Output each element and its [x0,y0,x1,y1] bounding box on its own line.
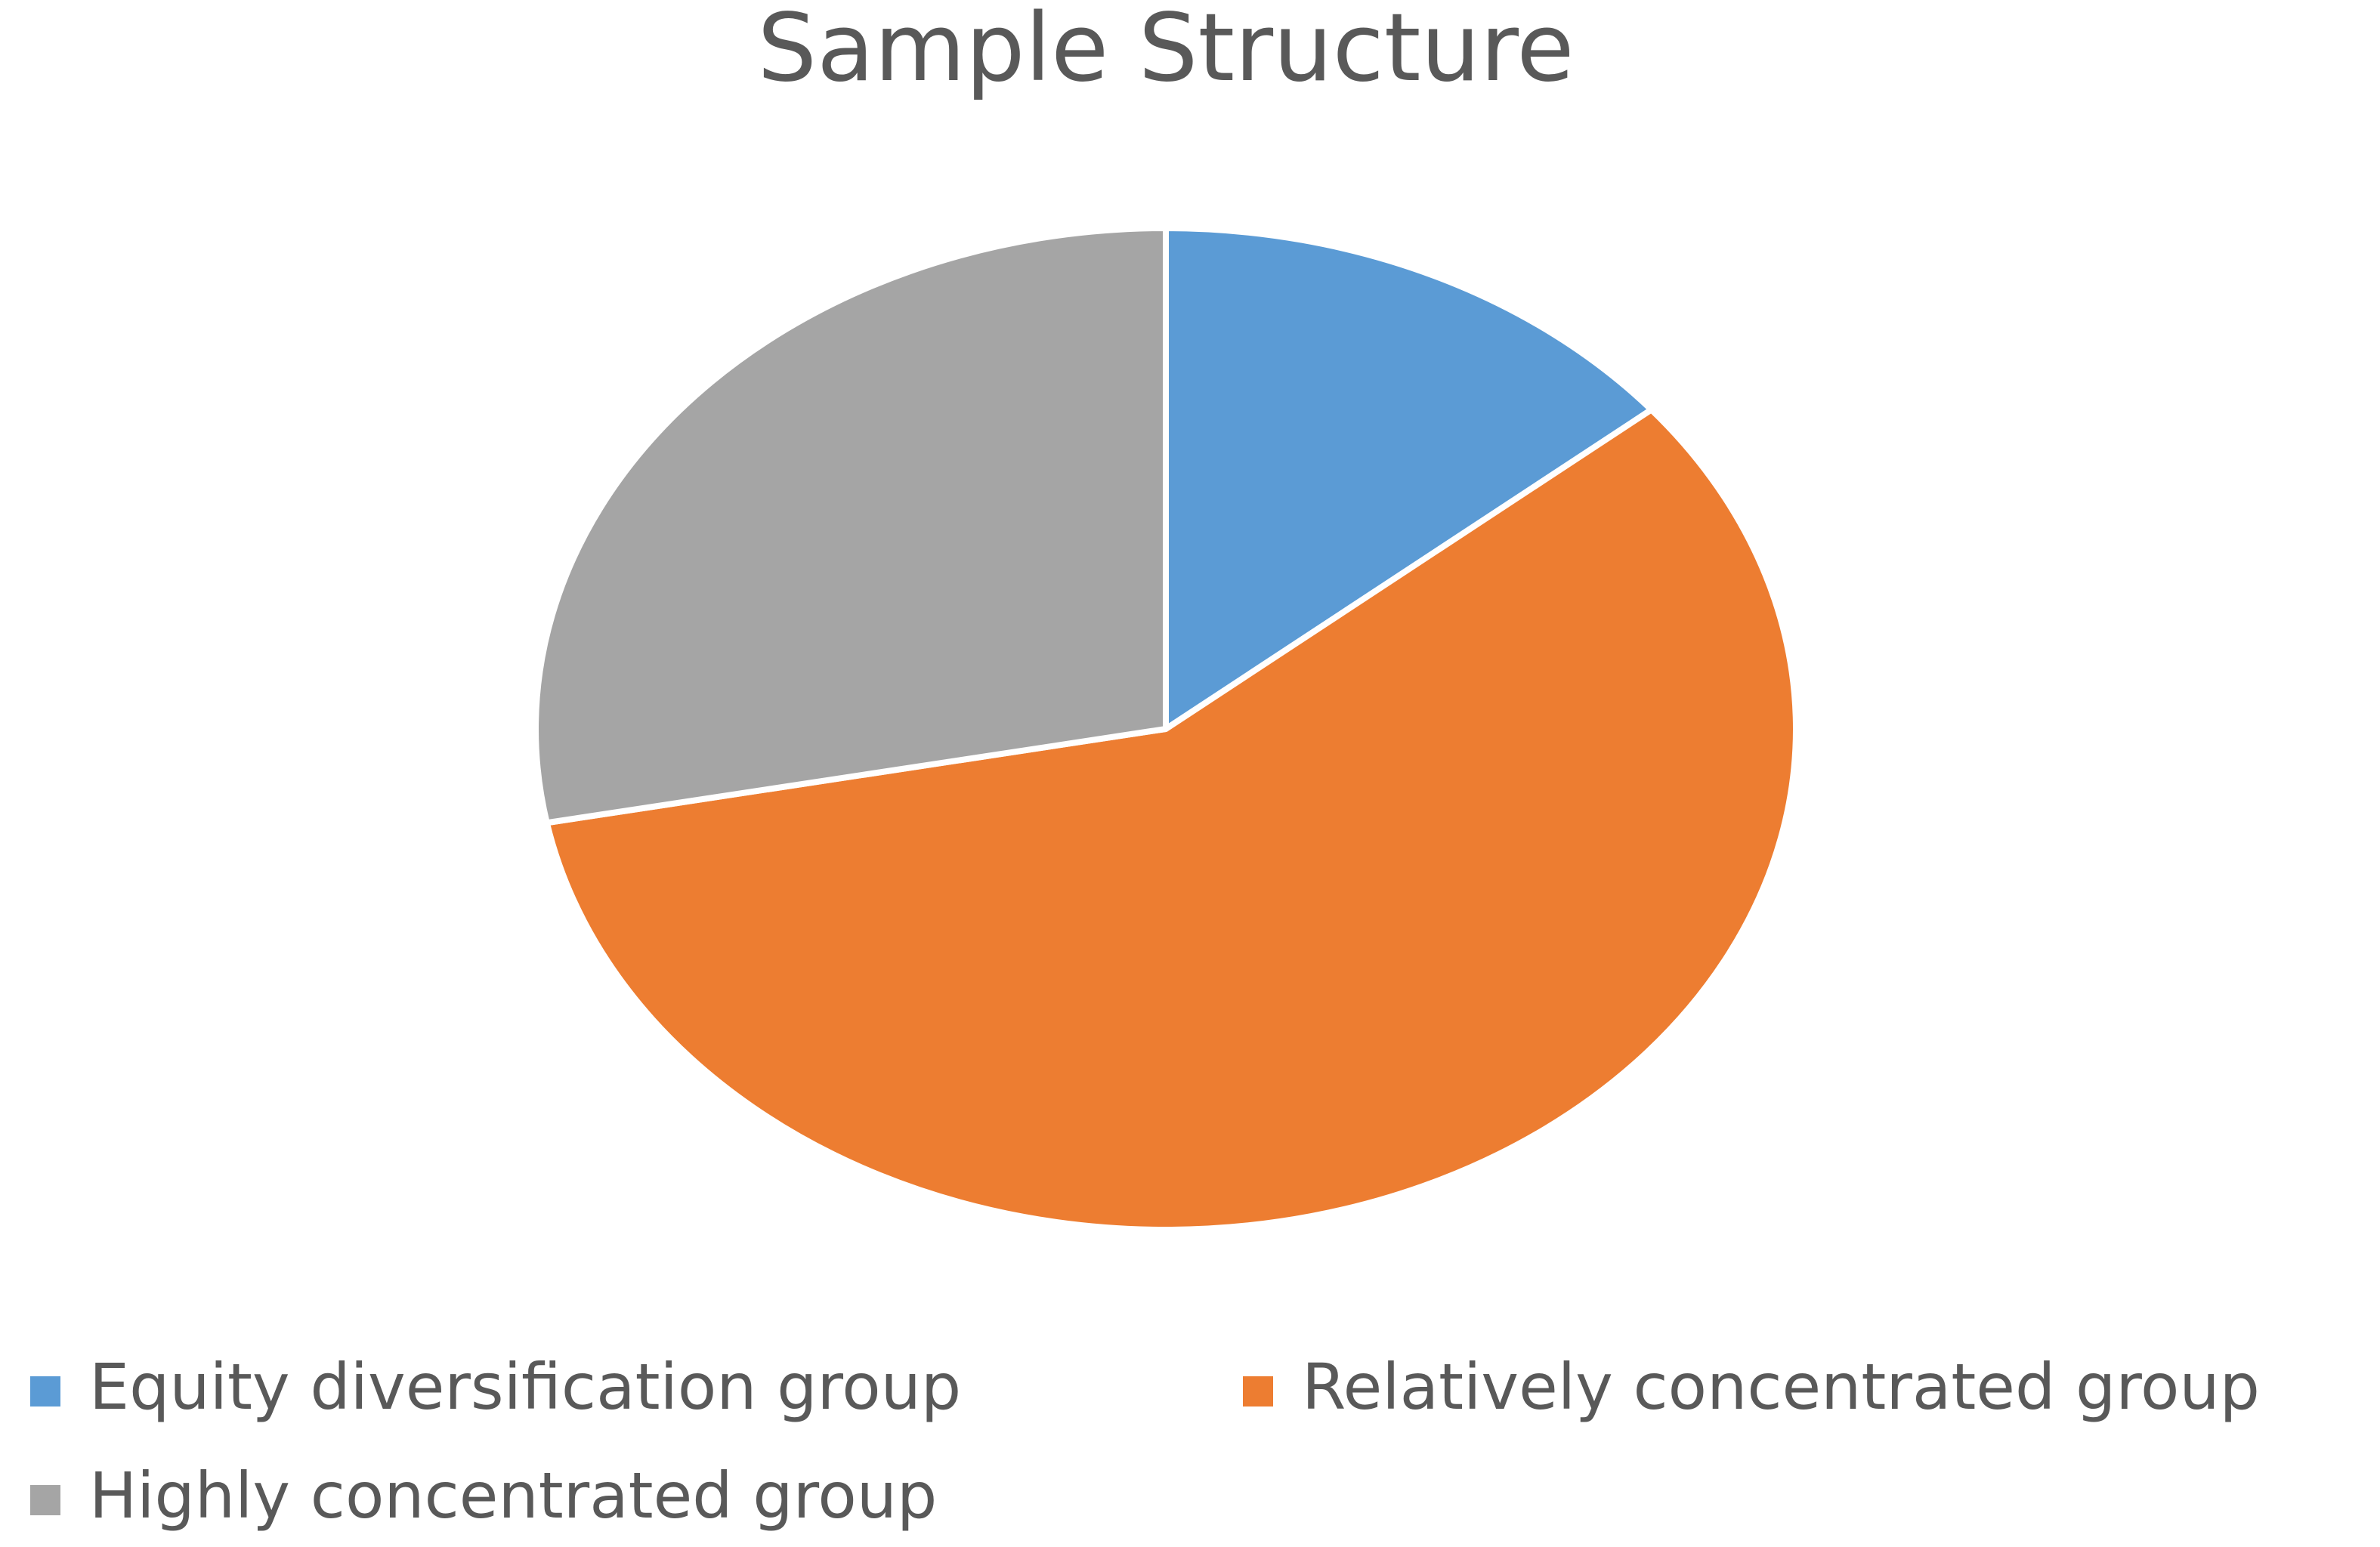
chart-title: Sample Structure [757,0,1574,103]
pie-slice [543,406,1799,1233]
legend-label: Equity diversification group [89,1350,961,1424]
legend-label: Highly concentrated group [89,1459,937,1533]
legend-swatch [1243,1376,1273,1407]
legend-label: Relatively concentrated group [1302,1350,2260,1424]
legend-swatch [30,1485,60,1515]
pie-slice [1163,225,1655,732]
pie-slice [533,225,1169,826]
legend-swatch [30,1376,60,1407]
